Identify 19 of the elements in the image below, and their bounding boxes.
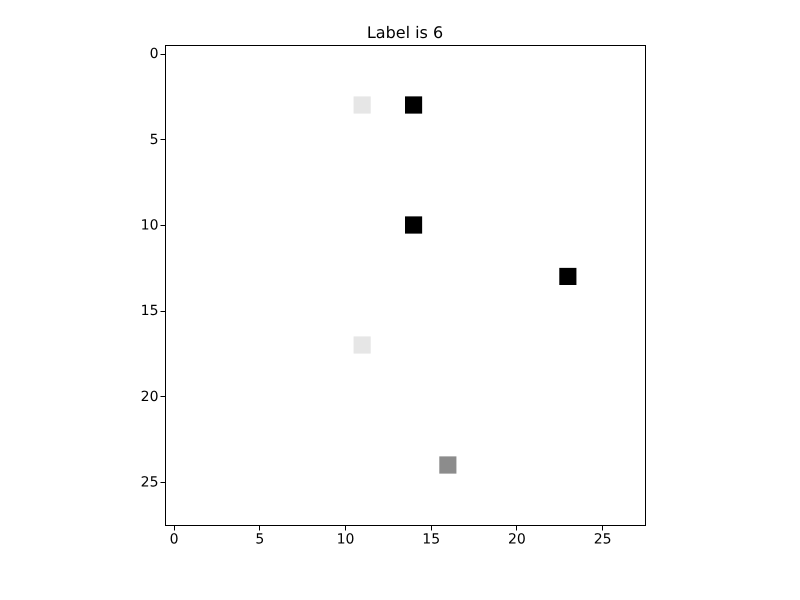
point bbox=[405, 216, 422, 234]
x-tick-label: 20 bbox=[508, 532, 526, 548]
x-tick-label: 10 bbox=[336, 532, 354, 548]
chart-title: Label is 6 bbox=[366, 23, 444, 42]
point bbox=[354, 96, 371, 114]
point bbox=[439, 456, 456, 474]
y-tick-label: 20 bbox=[140, 388, 158, 405]
y-tick-label: 5 bbox=[150, 132, 158, 148]
x-tick-label: 5 bbox=[255, 532, 264, 548]
x-tick-label: 25 bbox=[594, 532, 612, 548]
point bbox=[405, 96, 422, 114]
y-tick-label: 10 bbox=[140, 218, 158, 234]
x-tick-label: 15 bbox=[422, 532, 440, 548]
y-tick-label: 25 bbox=[140, 474, 158, 491]
y-tick-label: 15 bbox=[140, 303, 158, 320]
x-tick-label: 0 bbox=[170, 532, 179, 548]
point bbox=[559, 268, 576, 285]
point bbox=[354, 336, 371, 354]
y-tick-label: 0 bbox=[150, 46, 158, 62]
